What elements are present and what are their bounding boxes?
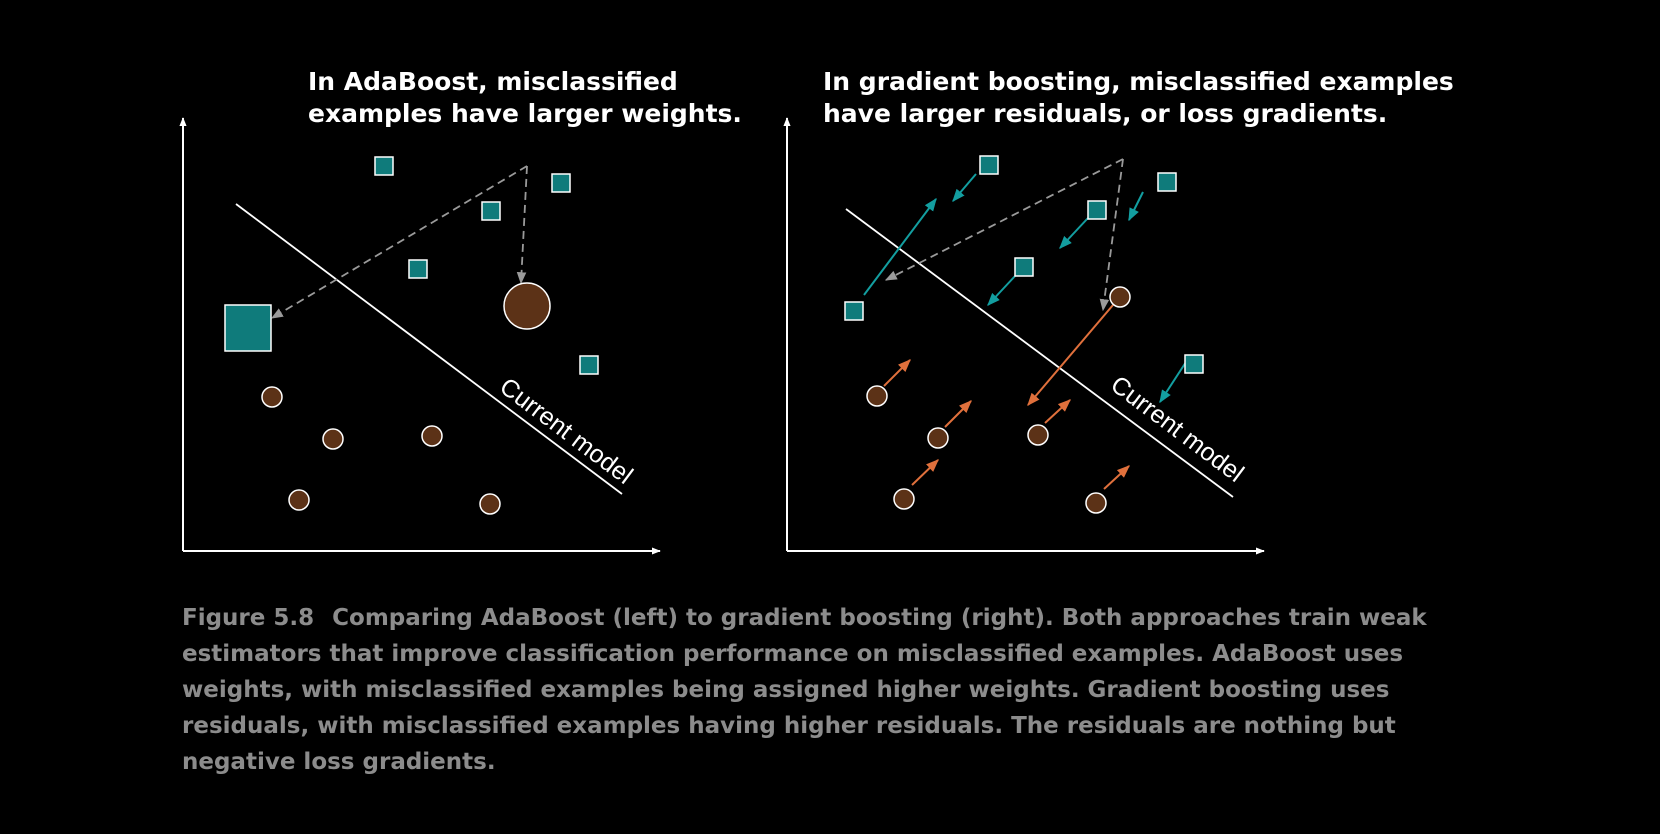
gradient-dashed-arrow-to-square [884, 158, 1124, 281]
figure-caption: Figure 5.8 Comparing AdaBoost (left) to g… [182, 600, 1462, 780]
adaboost-circle [288, 489, 310, 511]
gradient-square [1184, 354, 1204, 374]
adaboost-current-model-label: Current model [494, 372, 637, 490]
gradient-circle [927, 427, 949, 449]
gradient-current-model-label: Current model [1105, 370, 1248, 488]
adaboost-square [481, 201, 501, 221]
adaboost-square [408, 259, 428, 279]
gradient-teal-residual-arrow [987, 274, 1017, 306]
adaboost-circle [261, 386, 283, 408]
gradient-square [1157, 172, 1177, 192]
adaboost-title-line2: examples have larger weights. [308, 99, 742, 128]
gradient-orange-residual-arrow-large [1027, 304, 1114, 406]
adaboost-square [551, 173, 571, 193]
adaboost-weighted-circle [503, 282, 551, 330]
gradient-square [1087, 200, 1107, 220]
caption-text: Comparing AdaBoost (left) to gradient bo… [182, 605, 1427, 775]
figure-label: Figure 5.8 [182, 605, 315, 631]
gradient-square [979, 155, 999, 175]
gradient-circle [1085, 492, 1107, 514]
gradient-orange-residual-arrow [1103, 465, 1130, 490]
adaboost-weighted-square [224, 304, 272, 352]
gradient-misclassified-square [844, 301, 864, 321]
adaboost-weight-arrow-to-circle [516, 165, 528, 285]
gradient-teal-residual-arrow [1128, 191, 1144, 222]
gradient-title-line1: In gradient boosting, misclassified exam… [823, 67, 1454, 96]
gradient-orange-residual-arrow [911, 459, 939, 486]
adaboost-circle [322, 428, 344, 450]
gradient-circle [1027, 424, 1049, 446]
adaboost-title-line1: In AdaBoost, misclassified [308, 67, 678, 96]
gradient-current-model-line [845, 208, 1234, 498]
adaboost-circle [479, 493, 501, 515]
adaboost-current-model-line [235, 203, 623, 495]
gradient-title-line2: have larger residuals, or loss gradients… [823, 99, 1387, 128]
gradient-teal-residual-arrow [952, 173, 977, 202]
adaboost-square [374, 156, 394, 176]
adaboost-panel: In AdaBoost, misclassified examples have… [179, 67, 742, 555]
gradient-orange-residual-arrow [1044, 399, 1071, 424]
gradient-boosting-panel: In gradient boosting, misclassified exam… [783, 67, 1454, 555]
gradient-orange-residual-arrow [944, 400, 972, 428]
gradient-teal-residual-arrow [1059, 217, 1089, 249]
gradient-orange-residual-arrow [883, 359, 911, 387]
gradient-circle [893, 488, 915, 510]
adaboost-circle [421, 425, 443, 447]
gradient-square [1014, 257, 1034, 277]
gradient-circle [866, 385, 888, 407]
gradient-teal-residual-arrow-large [863, 197, 937, 296]
adaboost-weight-arrow-to-square [270, 165, 528, 319]
gradient-teal-residual-arrow [1159, 361, 1187, 404]
gradient-misclassified-circle [1109, 286, 1131, 308]
adaboost-square [579, 355, 599, 375]
